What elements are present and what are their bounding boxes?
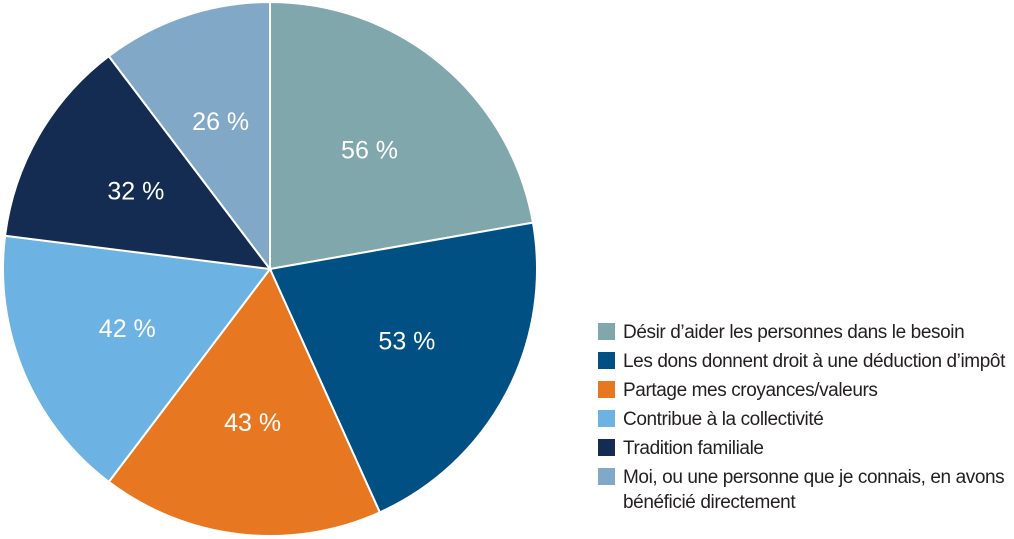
- slice-value-labels: 56 % 53 % 43 % 42 % 32 % 26 %: [99, 108, 436, 437]
- legend-label: Tradition familiale: [623, 438, 764, 459]
- slice-value-label: 56 %: [341, 136, 398, 164]
- pie-slice: [269, 0, 535, 271]
- legend-item: Moi, ou une personne que je connais, en …: [598, 465, 1010, 515]
- legend-label: Contribue à la collectivité: [623, 409, 824, 430]
- legend: Désir d’aider les personnes dans le beso…: [598, 320, 1010, 519]
- legend-item: Partage mes croyances/valeurs: [598, 378, 1010, 403]
- legend-label: Moi, ou une personne que je connais, en …: [623, 467, 1005, 513]
- legend-item: Tradition familiale: [598, 436, 1010, 461]
- slice-value-label: 53 %: [378, 327, 435, 355]
- pie-slice: [107, 0, 271, 272]
- slice-value-label: 43 %: [224, 409, 281, 437]
- legend-swatch: [598, 439, 615, 456]
- legend-item: Désir d’aider les personnes dans le beso…: [598, 320, 1010, 345]
- legend-label: Désir d’aider les personnes dans le beso…: [623, 322, 965, 343]
- legend-label: Partage mes croyances/valeurs: [623, 380, 878, 401]
- legend-item: Les dons donnent droit à une déduction d…: [598, 349, 1010, 374]
- legend-item: Contribue à la collectivité: [598, 407, 1010, 432]
- slice-value-label: 32 %: [107, 178, 164, 206]
- legend-swatch: [598, 410, 615, 427]
- pie-slice: [2, 234, 272, 484]
- slice-value-label: 42 %: [99, 315, 156, 343]
- slice-value-label: 26 %: [192, 108, 249, 136]
- legend-swatch: [598, 381, 615, 398]
- legend-swatch: [598, 468, 615, 485]
- pie-slice: [268, 221, 538, 514]
- legend-label: Les dons donnent droit à une déduction d…: [623, 351, 1005, 372]
- legend-swatch: [598, 352, 615, 369]
- legend-swatch: [598, 323, 615, 340]
- pie-slice: [107, 267, 382, 537]
- pie-slice: [3, 54, 273, 271]
- pie-slices: [2, 0, 538, 537]
